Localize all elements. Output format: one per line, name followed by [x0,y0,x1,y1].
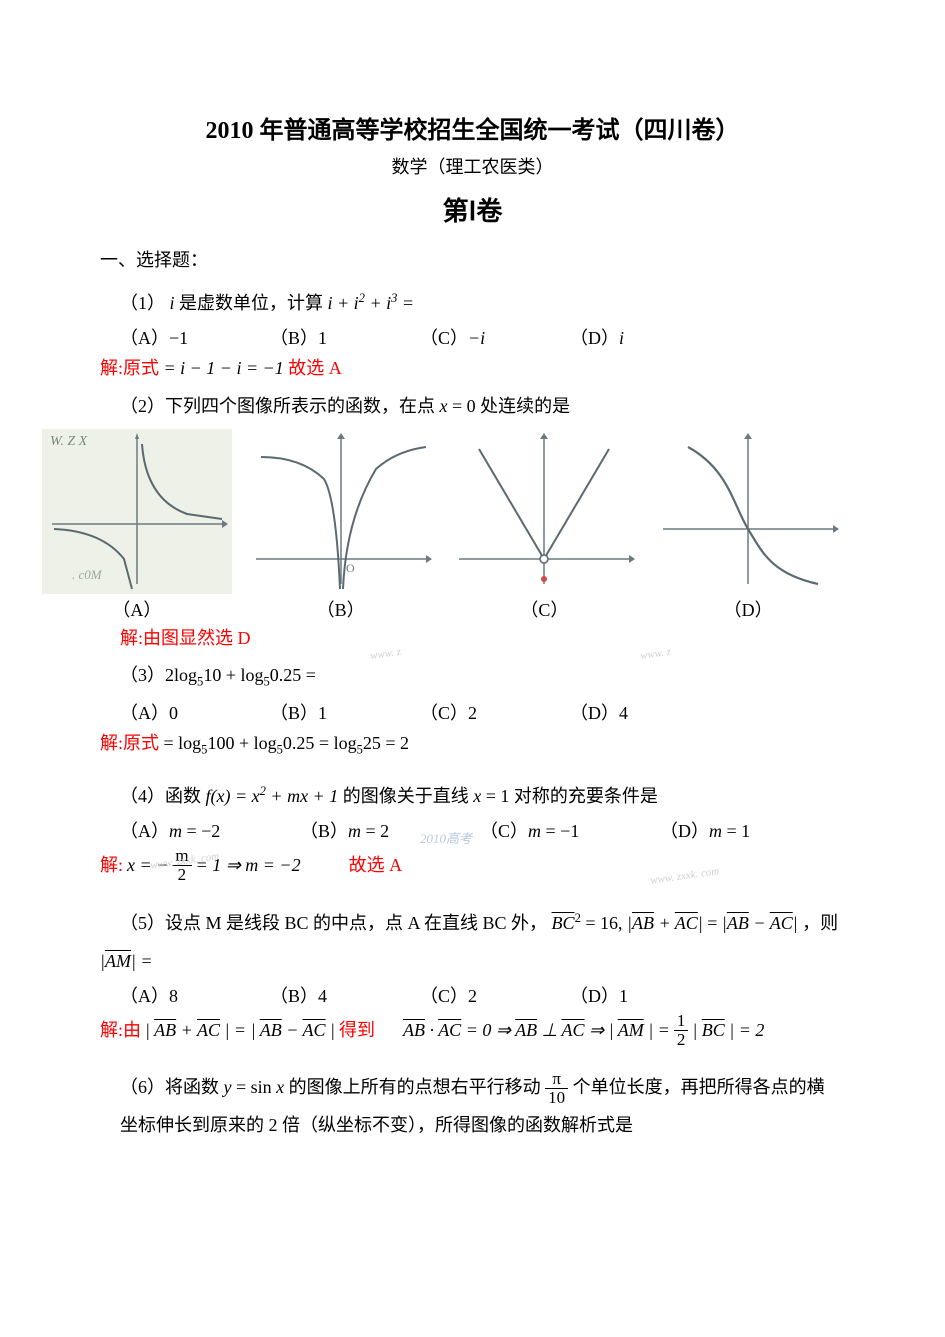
q1-options: （A）−1 （B）1 （C）−i （D）i [120,324,845,350]
svg-text:W. Z X: W. Z X [50,434,88,449]
q5-optC: （C）2 [420,982,570,1008]
q3-sol-expr: = log5100 + log50.25 = log525 = 2 [164,733,410,753]
q5-tail: ，则 [802,913,838,933]
q4-sol-label: 解: [100,849,123,881]
q4-sol-pick: 故选 A [349,849,403,881]
q1-sol-expr: = i − 1 − i = −1 [164,358,284,378]
q2-labB: （B） [244,596,438,622]
q3-stem: （3）2log510 + log50.25 = [120,658,845,695]
q4-optC: （C）m = −1 [480,817,660,843]
q5-frac-num: 1 [674,1012,689,1031]
q1-optC: （C）−i [420,324,570,350]
q2-graph-D [651,429,845,594]
q1-sol-pick: 故选 A [288,358,342,378]
q5-optB: （B）4 [270,982,420,1008]
q1-optB: （B）1 [270,324,420,350]
q1-optD: （D）i [570,324,720,350]
q5-stem: （5）设点 M 是线段 BC 的中点，点 A 在直线 BC 外， BC2 = 1… [120,906,845,940]
q5-eq16: = 16, [585,913,627,933]
q1-stem: （1） i 是虚数单位，计算 i + i2 + i3 = [120,286,845,320]
q2-graphs-row: W. Z X . c0M [40,429,845,594]
q1-sol-label: 解:原式 [100,358,159,378]
q2-graph-B: O [244,429,438,594]
q4-stem: （4）函数 f(x) = x2 + mx + 1 的图像关于直线 x = 1 对… [120,779,845,813]
q3-optD: （D）4 [570,699,720,725]
q6-text-c: 坐标伸长到原来的 2 倍（纵坐标不变），所得图像的函数解析式是 [120,1115,633,1135]
q2-graph-C [448,429,642,594]
q1-optA: （A）−1 [120,324,270,350]
q6-frac-den: 10 [545,1089,568,1107]
q3-sol-label: 解:原式 [100,733,159,753]
q4-sol-x: x = − [127,848,168,882]
q1-expr: i + i2 + i3 = [328,293,415,313]
q3-options: （A）0 （B）1 （C）2 （D）4 [120,699,845,725]
q5-frac-den: 2 [674,1031,689,1049]
q3-optB: （B）1 [270,699,420,725]
q5-sol-label: 解:由 [100,1014,141,1046]
q5-diff: |AB − AC| [722,913,798,933]
svg-text:O: O [346,561,355,575]
q4-optB: （B）m = 2 [300,817,480,843]
q3-optC: （C）2 [420,699,570,725]
q5-optD: （D）1 [570,982,720,1008]
q3-optA: （A）0 [120,699,270,725]
q5-sol-rhs: AB · AC = 0 ⇒ AB ⊥ AC ⇒ | AM | = [403,1013,670,1047]
title-part: 第Ⅰ卷 [100,191,845,228]
q5-bc2: BC2 [552,913,581,933]
q5-sol-mid: 得到 [339,1014,375,1046]
q2-graph-labels: （A） （B） （C） （D） [40,596,845,622]
q1-solution: 解:原式 = i − 1 − i = −1 故选 A [100,352,845,384]
q4-sol-tail: = 1 ⇒ m = −2 [196,848,301,882]
q5-solution: 解:由 | AB + AC | = | AB − AC | 得到 AB · AC… [100,1012,845,1049]
q5-sol-rhs-b: | BC | = 2 [692,1013,764,1047]
q5-sum: |AB + AC| [627,913,703,933]
q6-frac-num: π [545,1070,568,1089]
q4-frac-den: 2 [172,866,191,884]
q1-num: （1） [120,293,165,313]
svg-text:. c0M: . c0M [72,567,103,582]
q4-optA: （A）m = −2 [120,817,300,843]
q3-text: （3）2log510 + log50.25 = [120,665,316,685]
q6-stem: （6）将函数 y = sin x 的图像上所有的点想右平行移动 π 10 个单位… [120,1069,845,1143]
q1-text: 是虚数单位，计算 [179,293,328,313]
q2-labD: （D） [651,596,845,622]
q2-solution: 解:由图显然选 D [120,622,845,654]
q2-text: （2）下列四个图像所表示的函数，在点 x = 0 处连续的是 [120,396,570,416]
q6-text-b: 个单位长度，再把所得各点的横 [573,1077,825,1097]
q5-sol-frac: 1 2 [674,1012,689,1049]
q2-graph-A: W. Z X . c0M [40,429,234,594]
q5-sol-lhs: | AB + AC | = | AB − AC | [145,1013,335,1047]
title-subtitle: 数学（理工农医类） [100,153,845,179]
q4-sol-frac: m 2 [172,847,191,884]
q1-i: i [170,293,175,313]
q6-text-a: （6）将函数 y = sin x 的图像上所有的点想右平行移动 [120,1077,545,1097]
q2-labA: （A） [40,596,234,622]
q4-optD: （D）m = 1 [660,817,810,843]
q5-am: |AM| = [100,944,845,978]
q5-optA: （A）8 [120,982,270,1008]
q2-labC: （C） [448,596,642,622]
section-heading: 一、选择题： [100,246,845,272]
q3-solution: 解:原式 = log5100 + log50.25 = log525 = 2 [100,727,845,761]
title-main: 2010 年普通高等学校招生全国统一考试（四川卷） [100,110,845,145]
q5-eq: = [707,913,722,933]
q4-text: （4）函数 f(x) = x2 + mx + 1 的图像关于直线 x = 1 对… [120,786,658,806]
q5-am-expr: |AM| = [100,951,153,971]
q2-stem: （2）下列四个图像所表示的函数，在点 x = 0 处连续的是 [120,389,845,423]
q4-frac-num: m [172,847,191,866]
document-page: 2010 年普通高等学校招生全国统一考试（四川卷） 数学（理工农医类） 第Ⅰ卷 … [0,0,945,1337]
q4-options: （A）m = −2 （B）m = 2 （C）m = −1 （D）m = 1 [120,817,845,843]
q6-frac: π 10 [545,1070,568,1107]
q5-options: （A）8 （B）4 （C）2 （D）1 [120,982,845,1008]
q4-solution: 解: x = − m 2 = 1 ⇒ m = −2 故选 A [100,847,845,884]
q5-text-a: （5）设点 M 是线段 BC 的中点，点 A 在直线 BC 外， [120,913,547,933]
